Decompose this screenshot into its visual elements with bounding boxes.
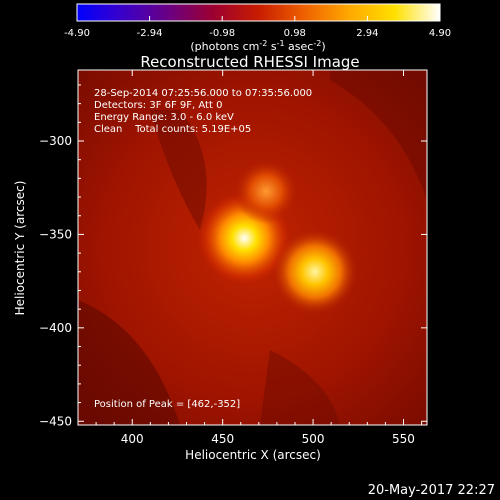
plot-frame bbox=[77, 69, 428, 426]
sources-layer bbox=[195, 158, 359, 316]
annotation-energy-range: Energy Range: 3.0 - 6.0 keV bbox=[94, 112, 234, 123]
colorbar bbox=[76, 3, 441, 22]
y-tick-label: −350 bbox=[39, 227, 72, 241]
x-tick-label: 400 bbox=[121, 432, 144, 446]
emission-source bbox=[271, 228, 359, 316]
colorbar-tick-label: 0.98 bbox=[284, 28, 306, 39]
colorbar-tick-label: -2.94 bbox=[137, 28, 163, 39]
x-axis-label: Heliocentric X (arcsec) bbox=[185, 448, 321, 462]
colorbar-tick-label: 2.94 bbox=[356, 28, 378, 39]
colorbar-tick-label: -4.90 bbox=[64, 28, 90, 39]
dark-region-4 bbox=[260, 350, 340, 425]
dark-region-1 bbox=[78, 300, 180, 425]
colorbar-ticks: -4.90 -2.94 -0.98 0.98 2.94 4.90 bbox=[64, 16, 451, 39]
annotation-block: 28-Sep-2014 07:25:56.000 to 07:35:56.000… bbox=[94, 88, 312, 135]
x-tick-label: 450 bbox=[211, 432, 234, 446]
dark-region-2 bbox=[150, 110, 207, 230]
footer-date: 20-May-2017 22:27 bbox=[368, 483, 495, 498]
x-axis-ticks: 400 450 500 550 bbox=[77, 70, 423, 446]
x-tick-label: 500 bbox=[302, 432, 325, 446]
colorbar-unit-label: (photons cm-2 s-1 asec-2) bbox=[190, 39, 325, 53]
x-tick-label: 550 bbox=[392, 432, 415, 446]
annotation-time-range: 28-Sep-2014 07:25:56.000 to 07:35:56.000 bbox=[94, 88, 312, 99]
colorbar-tick-label: -0.98 bbox=[209, 28, 235, 39]
y-axis-label: Heliocentric Y (arcsec) bbox=[13, 181, 27, 316]
annotation-counts: Clean Total counts: 5.19E+05 bbox=[94, 124, 251, 135]
y-tick-label: −400 bbox=[39, 321, 72, 335]
y-tick-label: −300 bbox=[39, 134, 72, 148]
colorbar-tick-label: 4.90 bbox=[429, 28, 451, 39]
emission-source bbox=[233, 158, 299, 224]
dark-region-3 bbox=[330, 70, 427, 200]
y-tick-label: −450 bbox=[39, 414, 72, 428]
annotation-detectors: Detectors: 3F 6F 9F, Att 0 bbox=[94, 100, 222, 111]
image-area bbox=[78, 70, 427, 425]
chart-title: Reconstructed RHESSI Image bbox=[140, 53, 359, 71]
peak-position-label: Position of Peak = [462,-352] bbox=[94, 399, 240, 410]
y-axis-ticks: −300 −350 −400 −450 bbox=[39, 84, 427, 428]
